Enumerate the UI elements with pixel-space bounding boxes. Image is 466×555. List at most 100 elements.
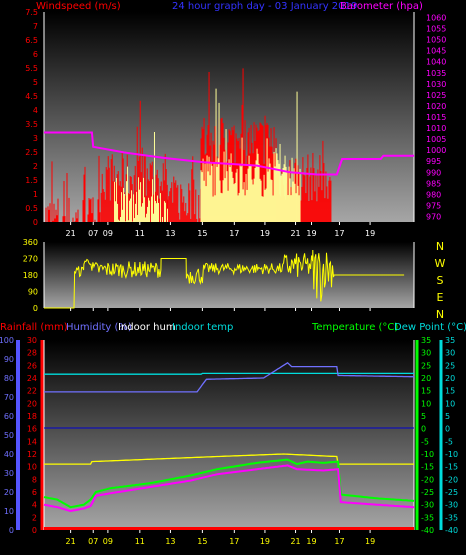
rain-tick-label: 16 — [27, 425, 37, 434]
rain-tick-label: 12 — [27, 450, 37, 459]
baro-tick-label: 1005 — [426, 135, 446, 144]
wind-tick-label: 6.5 — [25, 36, 38, 45]
rain-tick-label: 24 — [27, 374, 37, 383]
temperature-plot-area — [44, 340, 414, 530]
compass-label: N — [436, 240, 444, 253]
x-tick-label: 19 — [260, 229, 270, 238]
dew-tick-label: 15 — [445, 387, 455, 396]
dew-tick-label: -40 — [445, 526, 458, 535]
legend-indoor-hum: Indoor hum — [118, 322, 176, 333]
dew-tick-label: 20 — [445, 374, 455, 383]
temp-tick-label: -35 — [421, 513, 434, 522]
rain-tick-label: 6 — [32, 488, 37, 497]
dew-tick-label: 30 — [445, 349, 455, 358]
baro-tick-label: 1060 — [426, 14, 446, 23]
dew-tick-label: -20 — [445, 475, 458, 484]
x-tick-label: 17 — [334, 229, 344, 238]
humidity-tick-label: 90 — [4, 355, 14, 364]
baro-tick-label: 995 — [426, 157, 441, 166]
barometer-line — [44, 131, 414, 176]
temp-tick-label: 5 — [421, 412, 426, 421]
baro-tick-label: 1035 — [426, 69, 446, 78]
temp-tick-label: 35 — [421, 336, 431, 345]
direction-x-ticks — [70, 308, 371, 311]
x-tick-label: 21 — [290, 229, 300, 238]
rain-tick-label: 20 — [27, 399, 37, 408]
wind-tick-label: 3.5 — [25, 120, 38, 129]
x-tick-label: 11 — [135, 229, 145, 238]
dew-tick-label: -35 — [445, 513, 458, 522]
x-tick-label: 17 — [229, 229, 239, 238]
temp-tick-label: 10 — [421, 399, 431, 408]
rain-tick-label: 30 — [27, 336, 37, 345]
dew-tick-label: -15 — [445, 463, 458, 472]
legend-dew-point: Dew Point (°C) — [394, 322, 466, 333]
windspeed-axis-label: Windspeed (m/s) — [36, 1, 121, 12]
baro-tick-label: 1050 — [426, 36, 446, 45]
baro-tick-label: 970 — [426, 212, 441, 221]
baro-tick-label: 1045 — [426, 47, 446, 56]
dew-tick-label: 5 — [445, 412, 450, 421]
humidity-tick-label: 80 — [4, 374, 14, 383]
rain-tick-label: 0 — [32, 526, 37, 535]
x-tick-label: 19 — [365, 229, 375, 238]
wind-tick-label: 0 — [33, 218, 38, 227]
rain-tick-label: 10 — [27, 463, 37, 472]
x-tick-label: 17 — [334, 537, 344, 546]
legend-indoor-temp: Indoor temp — [172, 322, 233, 333]
baro-tick-label: 1015 — [426, 113, 446, 122]
x-tick-label: 21 — [290, 537, 300, 546]
baro-tick-label: 1000 — [426, 146, 446, 155]
wind-tick-label: 5.5 — [25, 64, 38, 73]
series-line — [44, 361, 414, 393]
humidity-tick-label: 10 — [4, 507, 14, 516]
temp-y-ticks: -40 -35 -30 -25 -20 -15 -10 -5 0 5 10 15 20 25 30 35 — [421, 336, 434, 535]
dew-tick-label: -10 — [445, 450, 458, 459]
rain-tick-label: 14 — [27, 437, 37, 446]
rain-tick-label: 8 — [32, 475, 37, 484]
x-tick-label: 15 — [197, 229, 207, 238]
humidity-tick-label: 70 — [4, 393, 14, 402]
compass-label: E — [437, 291, 444, 304]
legend-humidity: Humidity (%) — [66, 322, 132, 333]
temp-tick-label: -10 — [421, 450, 434, 459]
wind-tick-label: 4.5 — [25, 92, 38, 101]
wind-tick-label: 1 — [33, 190, 38, 199]
dew-y-ticks: -40 -35 -30 -25 -20 -15 -10 -5 0 5 10 15 20 25 30 35 — [445, 336, 458, 535]
temp-tick-label: -25 — [421, 488, 434, 497]
direction-y-ticks: 0 90 180 270 360 — [23, 238, 38, 313]
temp-tick-label: 30 — [421, 349, 431, 358]
temp-tick-label: -5 — [421, 437, 429, 446]
direction-tick-label: 270 — [23, 255, 38, 264]
baro-tick-label: 975 — [426, 201, 441, 210]
baro-tick-label: 1030 — [426, 80, 446, 89]
x-tick-label: 19 — [306, 229, 316, 238]
humidity-tick-label: 60 — [4, 412, 14, 421]
humidity-tick-label: 50 — [4, 431, 14, 440]
wind-tick-label: 7 — [33, 22, 38, 31]
x-tick-label: 21 — [66, 537, 76, 546]
temperature-panel: Rainfall (mm) Humidity (%) Indoor hum In… — [0, 322, 466, 546]
humidity-tick-label: 100 — [0, 336, 14, 345]
wind-barometer-panel: Windspeed (m/s) 24 hour graph day - 03 J… — [25, 1, 446, 238]
x-tick-label: 19 — [306, 537, 316, 546]
humidity-tick-label: 40 — [4, 450, 14, 459]
rain-tick-label: 28 — [27, 349, 37, 358]
x-tick-label: 07 — [88, 537, 98, 546]
wind-direction-line — [44, 249, 405, 309]
wind-tick-label: 0.5 — [25, 204, 38, 213]
compass-label: N — [436, 308, 444, 321]
dew-tick-label: -30 — [445, 501, 458, 510]
dew-tick-label: 35 — [445, 336, 455, 345]
wind-tick-label: 5 — [33, 78, 38, 87]
gust-series — [114, 88, 301, 222]
baro-tick-label: 990 — [426, 168, 441, 177]
temp-tick-label: 20 — [421, 374, 431, 383]
x-tick-label: 07 — [88, 229, 98, 238]
x-tick-label: 15 — [197, 537, 207, 546]
humidity-y-ticks: 0 10 20 30 40 50 60 70 80 90 100 — [0, 336, 14, 535]
x-tick-label: 09 — [103, 537, 113, 546]
